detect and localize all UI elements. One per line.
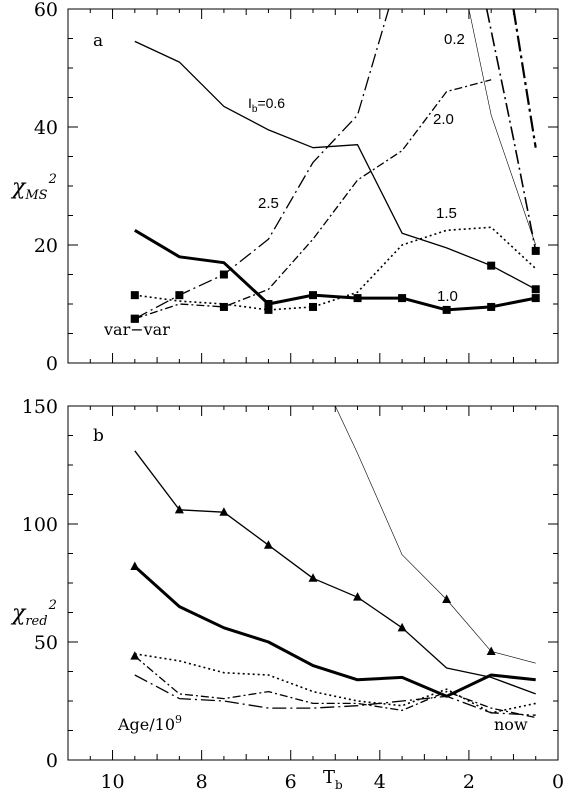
data-point: [308, 573, 318, 582]
data-point: [442, 594, 452, 604]
data-point: [219, 302, 228, 311]
data-point: [397, 622, 407, 632]
panel-a-series: [134, 9, 537, 320]
data-point: [219, 507, 229, 516]
data-point: [531, 246, 540, 255]
label-2-5: 2.5: [258, 195, 279, 212]
series-line-4: [134, 226, 537, 311]
data-point: [398, 294, 407, 303]
x-tick-label: 4: [374, 771, 386, 793]
data-point: [130, 651, 140, 660]
x-tick-label: 0: [552, 771, 564, 793]
series-line-1: [134, 229, 536, 312]
label-now: now: [494, 715, 528, 734]
data-point: [219, 270, 228, 279]
y-tick-label: 0: [46, 353, 58, 375]
data-point: [487, 302, 496, 311]
panel-b-series: [133, 406, 536, 719]
panel-a-ylabel: χMS2: [10, 172, 57, 203]
data-point: [264, 305, 273, 314]
data-point: [353, 294, 362, 303]
series-line-0: [134, 450, 536, 695]
data-point: [309, 291, 317, 300]
data-point: [264, 300, 273, 308]
series-line-1: [133, 565, 536, 698]
label-1-5: 1.5: [436, 205, 457, 222]
series-line-2: [134, 9, 390, 320]
x-tick-label: 6: [285, 771, 297, 793]
series-line-2: [134, 653, 536, 714]
label-2-0: 2.0: [433, 111, 454, 128]
data-point: [442, 305, 451, 314]
panel-a: 0 20 40 60 a χMS2 Ib=0.6 0.2 2.0 2.5 1.5 1.…: [10, 0, 559, 375]
series-line-6: [512, 9, 537, 148]
panel-b-ylabel: χred2: [10, 598, 57, 629]
label-1-0: 1.0: [437, 288, 458, 305]
data-point: [174, 504, 184, 514]
panel-a-label: a: [93, 31, 103, 51]
data-point: [487, 261, 496, 270]
x-tick-label: 10: [100, 771, 124, 793]
y-tick-label: 100: [22, 514, 58, 536]
data-point: [486, 646, 496, 655]
data-point: [353, 592, 363, 601]
panel-b-tick-labels: 0 50 100 150 10 8 6 4 2 0: [22, 396, 564, 793]
data-point: [309, 302, 317, 311]
series-line-0: [134, 40, 537, 290]
data-point: [130, 561, 140, 570]
panel-b-label: b: [93, 426, 104, 446]
x-tick-label: 8: [196, 771, 208, 793]
panel-a-markers: [130, 246, 540, 323]
panel-a-tick-labels: 0 20 40 60: [34, 0, 58, 375]
y-tick-label: 150: [22, 396, 58, 418]
panel-b: 0 50 100 150 10 8 6 4 2 0 b χred2 Tb Age/109 now: [10, 396, 564, 793]
series-line-5: [335, 406, 536, 664]
y-tick-label: 50: [34, 632, 58, 654]
x-tick-label: 2: [463, 771, 475, 793]
label-ib: Ib=0.6: [248, 95, 285, 115]
data-point: [130, 314, 139, 323]
series-line-5: [468, 9, 536, 246]
label-0-2: 0.2: [444, 31, 465, 48]
data-point: [175, 291, 184, 300]
panel-b-markers: [130, 504, 496, 660]
data-point: [263, 540, 273, 549]
panel-a-ticks: [67, 8, 559, 364]
data-point: [130, 291, 139, 300]
data-point: [531, 294, 540, 303]
panel-b-ticks: [67, 405, 559, 761]
y-tick-label: 20: [34, 235, 58, 257]
series-line-7: [485, 9, 537, 252]
label-age: Age/109: [117, 713, 182, 734]
label-var-var: var−var: [103, 320, 170, 339]
series-line-3: [134, 655, 536, 719]
data-point: [531, 285, 540, 294]
panel-b-xlabel: Tb: [323, 767, 343, 792]
series-line-4: [134, 674, 536, 716]
y-tick-label: 40: [34, 117, 58, 139]
y-tick-label: 0: [46, 750, 58, 772]
y-tick-label: 60: [34, 0, 58, 21]
